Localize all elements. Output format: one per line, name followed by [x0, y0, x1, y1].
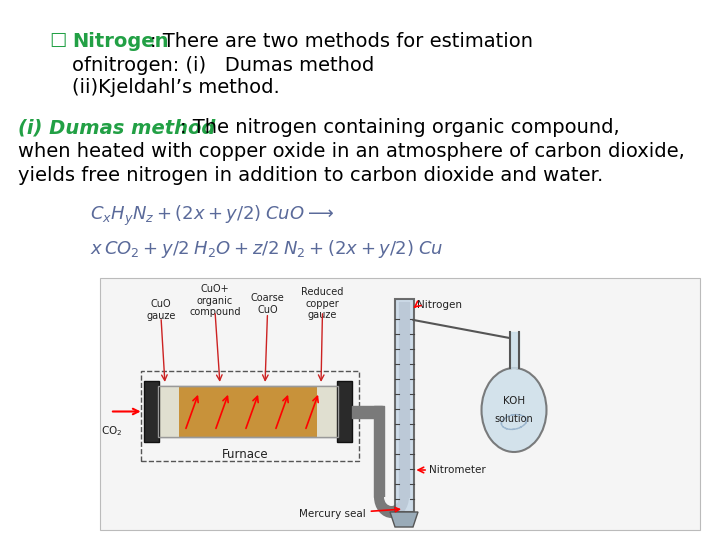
Text: : The nitrogen containing organic compound,: : The nitrogen containing organic compou…: [180, 118, 620, 137]
Text: ☐: ☐: [50, 32, 74, 51]
Ellipse shape: [482, 368, 546, 452]
Bar: [158, 386, 338, 437]
Text: (ii)Kjeldahl’s method.: (ii)Kjeldahl’s method.: [72, 78, 280, 97]
Text: $x\,CO_2 + y/2\;H_2O + z/2\;N_2 + (2x + y/2)\;Cu$: $x\,CO_2 + y/2\;H_2O + z/2\;N_2 + (2x + …: [90, 238, 444, 260]
Bar: [317, 386, 338, 437]
Polygon shape: [390, 512, 418, 527]
Bar: [336, 381, 351, 442]
Text: ofnitrogen: (i)   Dumas method: ofnitrogen: (i) Dumas method: [72, 56, 374, 75]
Text: CuO+
organic
compound: CuO+ organic compound: [189, 284, 240, 317]
Text: (i) Dumas method: (i) Dumas method: [18, 118, 215, 137]
Text: Reduced
copper
gauze: Reduced copper gauze: [301, 287, 343, 320]
Text: CO$_2$: CO$_2$: [101, 424, 122, 438]
Text: Nitrometer: Nitrometer: [429, 465, 486, 475]
Text: Mercury seal: Mercury seal: [299, 508, 400, 519]
Wedge shape: [384, 497, 399, 506]
Bar: [143, 381, 158, 442]
Text: $C_xH_yN_z + (2x  +  y/2)\;CuO \longrightarrow$: $C_xH_yN_z + (2x + y/2)\;CuO \longrighta…: [90, 204, 334, 228]
Wedge shape: [374, 497, 409, 518]
Text: CuO
gauze: CuO gauze: [146, 299, 176, 321]
Bar: [395, 299, 413, 512]
Text: Nitrogen: Nitrogen: [72, 32, 168, 51]
Text: : There are two methods for estimation: : There are two methods for estimation: [150, 32, 533, 51]
Bar: [158, 386, 338, 437]
Text: when heated with copper oxide in an atmosphere of carbon dioxide,: when heated with copper oxide in an atmo…: [18, 142, 685, 161]
Text: Furnace: Furnace: [222, 448, 269, 461]
Text: Coarse
CuO: Coarse CuO: [251, 293, 284, 315]
Text: KOH: KOH: [503, 396, 525, 406]
Text: Nitrogen: Nitrogen: [416, 300, 462, 310]
Bar: [158, 386, 179, 437]
Text: yields free nitrogen in addition to carbon dioxide and water.: yields free nitrogen in addition to carb…: [18, 166, 603, 185]
Text: solution: solution: [495, 414, 534, 424]
Bar: [100, 278, 700, 530]
